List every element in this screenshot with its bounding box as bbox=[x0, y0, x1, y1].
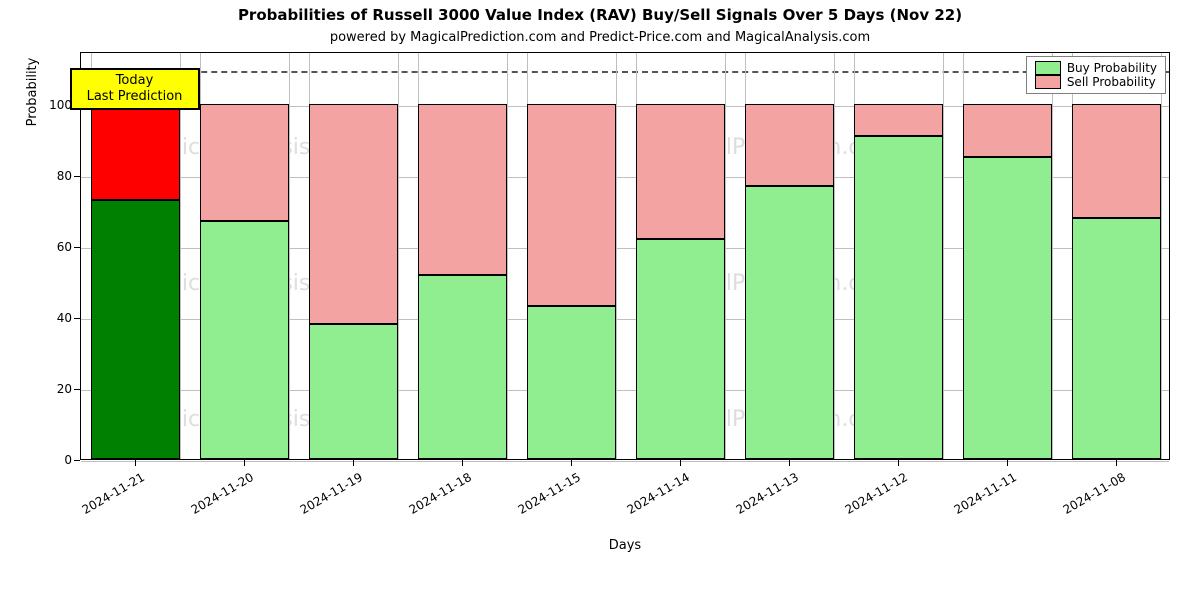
annotation-line2: Last Prediction bbox=[78, 89, 192, 105]
x-tick-label: 2024-11-12 bbox=[820, 470, 909, 530]
x-tick-mark bbox=[571, 460, 572, 466]
bar-segment-sell bbox=[745, 104, 834, 186]
gridline-vertical bbox=[507, 53, 508, 459]
bar-2024-11-12 bbox=[854, 104, 943, 459]
bar-2024-11-14 bbox=[636, 104, 725, 459]
gridline-vertical bbox=[180, 53, 181, 459]
x-tick-mark bbox=[135, 460, 136, 466]
bar-segment-sell bbox=[91, 104, 180, 200]
bar-segment-buy bbox=[745, 186, 834, 459]
y-tick-mark bbox=[74, 318, 80, 319]
y-tick-mark bbox=[74, 247, 80, 248]
gridline-vertical bbox=[1052, 53, 1053, 459]
legend: Buy Probability Sell Probability bbox=[1026, 56, 1166, 94]
x-tick-label: 2024-11-15 bbox=[493, 470, 582, 530]
legend-row-buy: Buy Probability bbox=[1035, 61, 1157, 75]
legend-swatch-buy bbox=[1035, 61, 1061, 75]
chart-title: Probabilities of Russell 3000 Value Inde… bbox=[0, 6, 1200, 24]
x-tick-label: 2024-11-11 bbox=[929, 470, 1018, 530]
bar-segment-buy bbox=[854, 136, 943, 459]
y-tick-label: 20 bbox=[40, 382, 72, 396]
bar-segment-buy bbox=[963, 157, 1052, 459]
x-tick-mark bbox=[789, 460, 790, 466]
y-tick-label: 40 bbox=[40, 311, 72, 325]
y-tick-label: 60 bbox=[40, 240, 72, 254]
x-tick-mark bbox=[898, 460, 899, 466]
bar-segment-sell bbox=[854, 104, 943, 136]
gridline-vertical bbox=[398, 53, 399, 459]
bar-segment-buy bbox=[636, 239, 725, 459]
gridline-vertical bbox=[616, 53, 617, 459]
bar-segment-buy bbox=[1072, 218, 1161, 459]
x-tick-mark bbox=[244, 460, 245, 466]
bar-segment-buy bbox=[91, 200, 180, 459]
y-tick-mark bbox=[74, 176, 80, 177]
bar-segment-sell bbox=[1072, 104, 1161, 218]
x-tick-mark bbox=[680, 460, 681, 466]
bar-2024-11-11 bbox=[963, 104, 1052, 459]
bar-2024-11-19 bbox=[309, 104, 398, 459]
annotation-today: TodayLast Prediction bbox=[70, 68, 200, 110]
x-tick-label: 2024-11-08 bbox=[1038, 470, 1127, 530]
bar-2024-11-21 bbox=[91, 104, 180, 459]
legend-label-buy: Buy Probability bbox=[1067, 61, 1157, 75]
x-tick-mark bbox=[1007, 460, 1008, 466]
x-tick-mark bbox=[462, 460, 463, 466]
bar-segment-buy bbox=[200, 221, 289, 459]
x-tick-label: 2024-11-21 bbox=[57, 470, 146, 530]
gridline-vertical bbox=[834, 53, 835, 459]
bar-segment-sell bbox=[200, 104, 289, 221]
bar-2024-11-18 bbox=[418, 104, 507, 459]
annotation-line1: Today bbox=[78, 73, 192, 89]
legend-swatch-sell bbox=[1035, 75, 1061, 89]
x-tick-label: 2024-11-20 bbox=[166, 470, 255, 530]
target-line bbox=[81, 71, 1169, 73]
legend-label-sell: Sell Probability bbox=[1067, 75, 1156, 89]
chart-subtitle: powered by MagicalPrediction.com and Pre… bbox=[0, 30, 1200, 45]
bar-segment-sell bbox=[527, 104, 616, 306]
legend-row-sell: Sell Probability bbox=[1035, 75, 1157, 89]
x-tick-mark bbox=[353, 460, 354, 466]
x-tick-label: 2024-11-18 bbox=[384, 470, 473, 530]
x-axis-label: Days bbox=[80, 538, 1170, 553]
bar-2024-11-13 bbox=[745, 104, 834, 459]
bar-segment-buy bbox=[418, 275, 507, 459]
bar-segment-buy bbox=[309, 324, 398, 459]
bar-2024-11-15 bbox=[527, 104, 616, 459]
bar-segment-sell bbox=[636, 104, 725, 239]
y-tick-mark bbox=[74, 389, 80, 390]
y-tick-label: 80 bbox=[40, 169, 72, 183]
chart-container: Probabilities of Russell 3000 Value Inde… bbox=[0, 0, 1200, 600]
bar-segment-buy bbox=[527, 306, 616, 459]
y-tick-label: 100 bbox=[40, 98, 72, 112]
gridline-vertical bbox=[1161, 53, 1162, 459]
bar-2024-11-08 bbox=[1072, 104, 1161, 459]
gridline-vertical bbox=[943, 53, 944, 459]
y-tick-label: 0 bbox=[40, 453, 72, 467]
x-tick-label: 2024-11-14 bbox=[602, 470, 691, 530]
bar-segment-sell bbox=[418, 104, 507, 274]
bar-segment-sell bbox=[309, 104, 398, 324]
gridline-vertical bbox=[289, 53, 290, 459]
gridline-vertical bbox=[725, 53, 726, 459]
bar-2024-11-20 bbox=[200, 104, 289, 459]
y-tick-mark bbox=[74, 460, 80, 461]
x-tick-mark bbox=[1116, 460, 1117, 466]
x-tick-label: 2024-11-19 bbox=[275, 470, 364, 530]
y-axis-label: Probability bbox=[25, 0, 40, 296]
x-tick-label: 2024-11-13 bbox=[711, 470, 800, 530]
plot-area: MagicalAnalysis.comMagicalPrediction.com… bbox=[80, 52, 1170, 460]
bar-segment-sell bbox=[963, 104, 1052, 157]
